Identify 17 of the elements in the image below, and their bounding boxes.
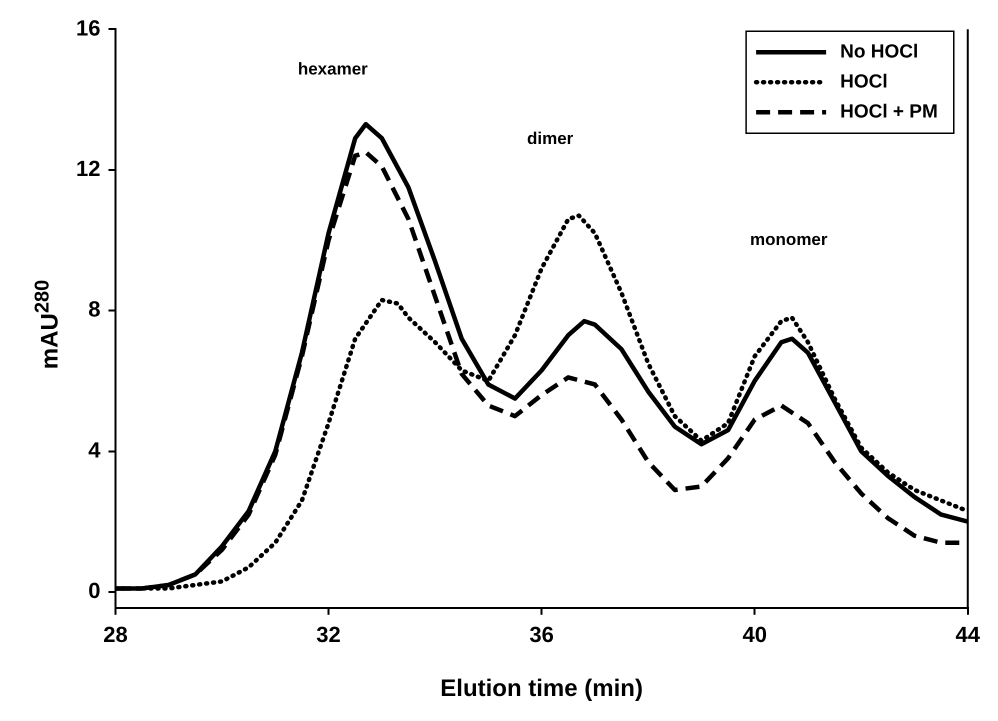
- x-axis-title: Elution time (min): [440, 675, 643, 702]
- x-tick-label: 36: [529, 622, 554, 648]
- x-tick-label: 44: [956, 622, 981, 648]
- annotation: monomer: [750, 230, 828, 250]
- annotation: hexamer: [298, 59, 368, 78]
- y-tick-label: 0: [88, 578, 100, 604]
- legend-label: HOCl: [840, 71, 888, 92]
- x-tick-label: 40: [742, 622, 767, 648]
- y-tick-label: 8: [88, 296, 100, 322]
- x-tick-label: 28: [103, 622, 128, 648]
- y-tick-label: 4: [88, 437, 102, 462]
- legend-label: No HOCl: [840, 41, 918, 62]
- y-tick-label: 16: [76, 15, 100, 40]
- y-tick-label: 12: [76, 156, 100, 181]
- legend-label: HOCl + PM: [840, 101, 938, 122]
- annotation: dimer: [526, 128, 574, 148]
- x-tick-label: 32: [316, 622, 341, 648]
